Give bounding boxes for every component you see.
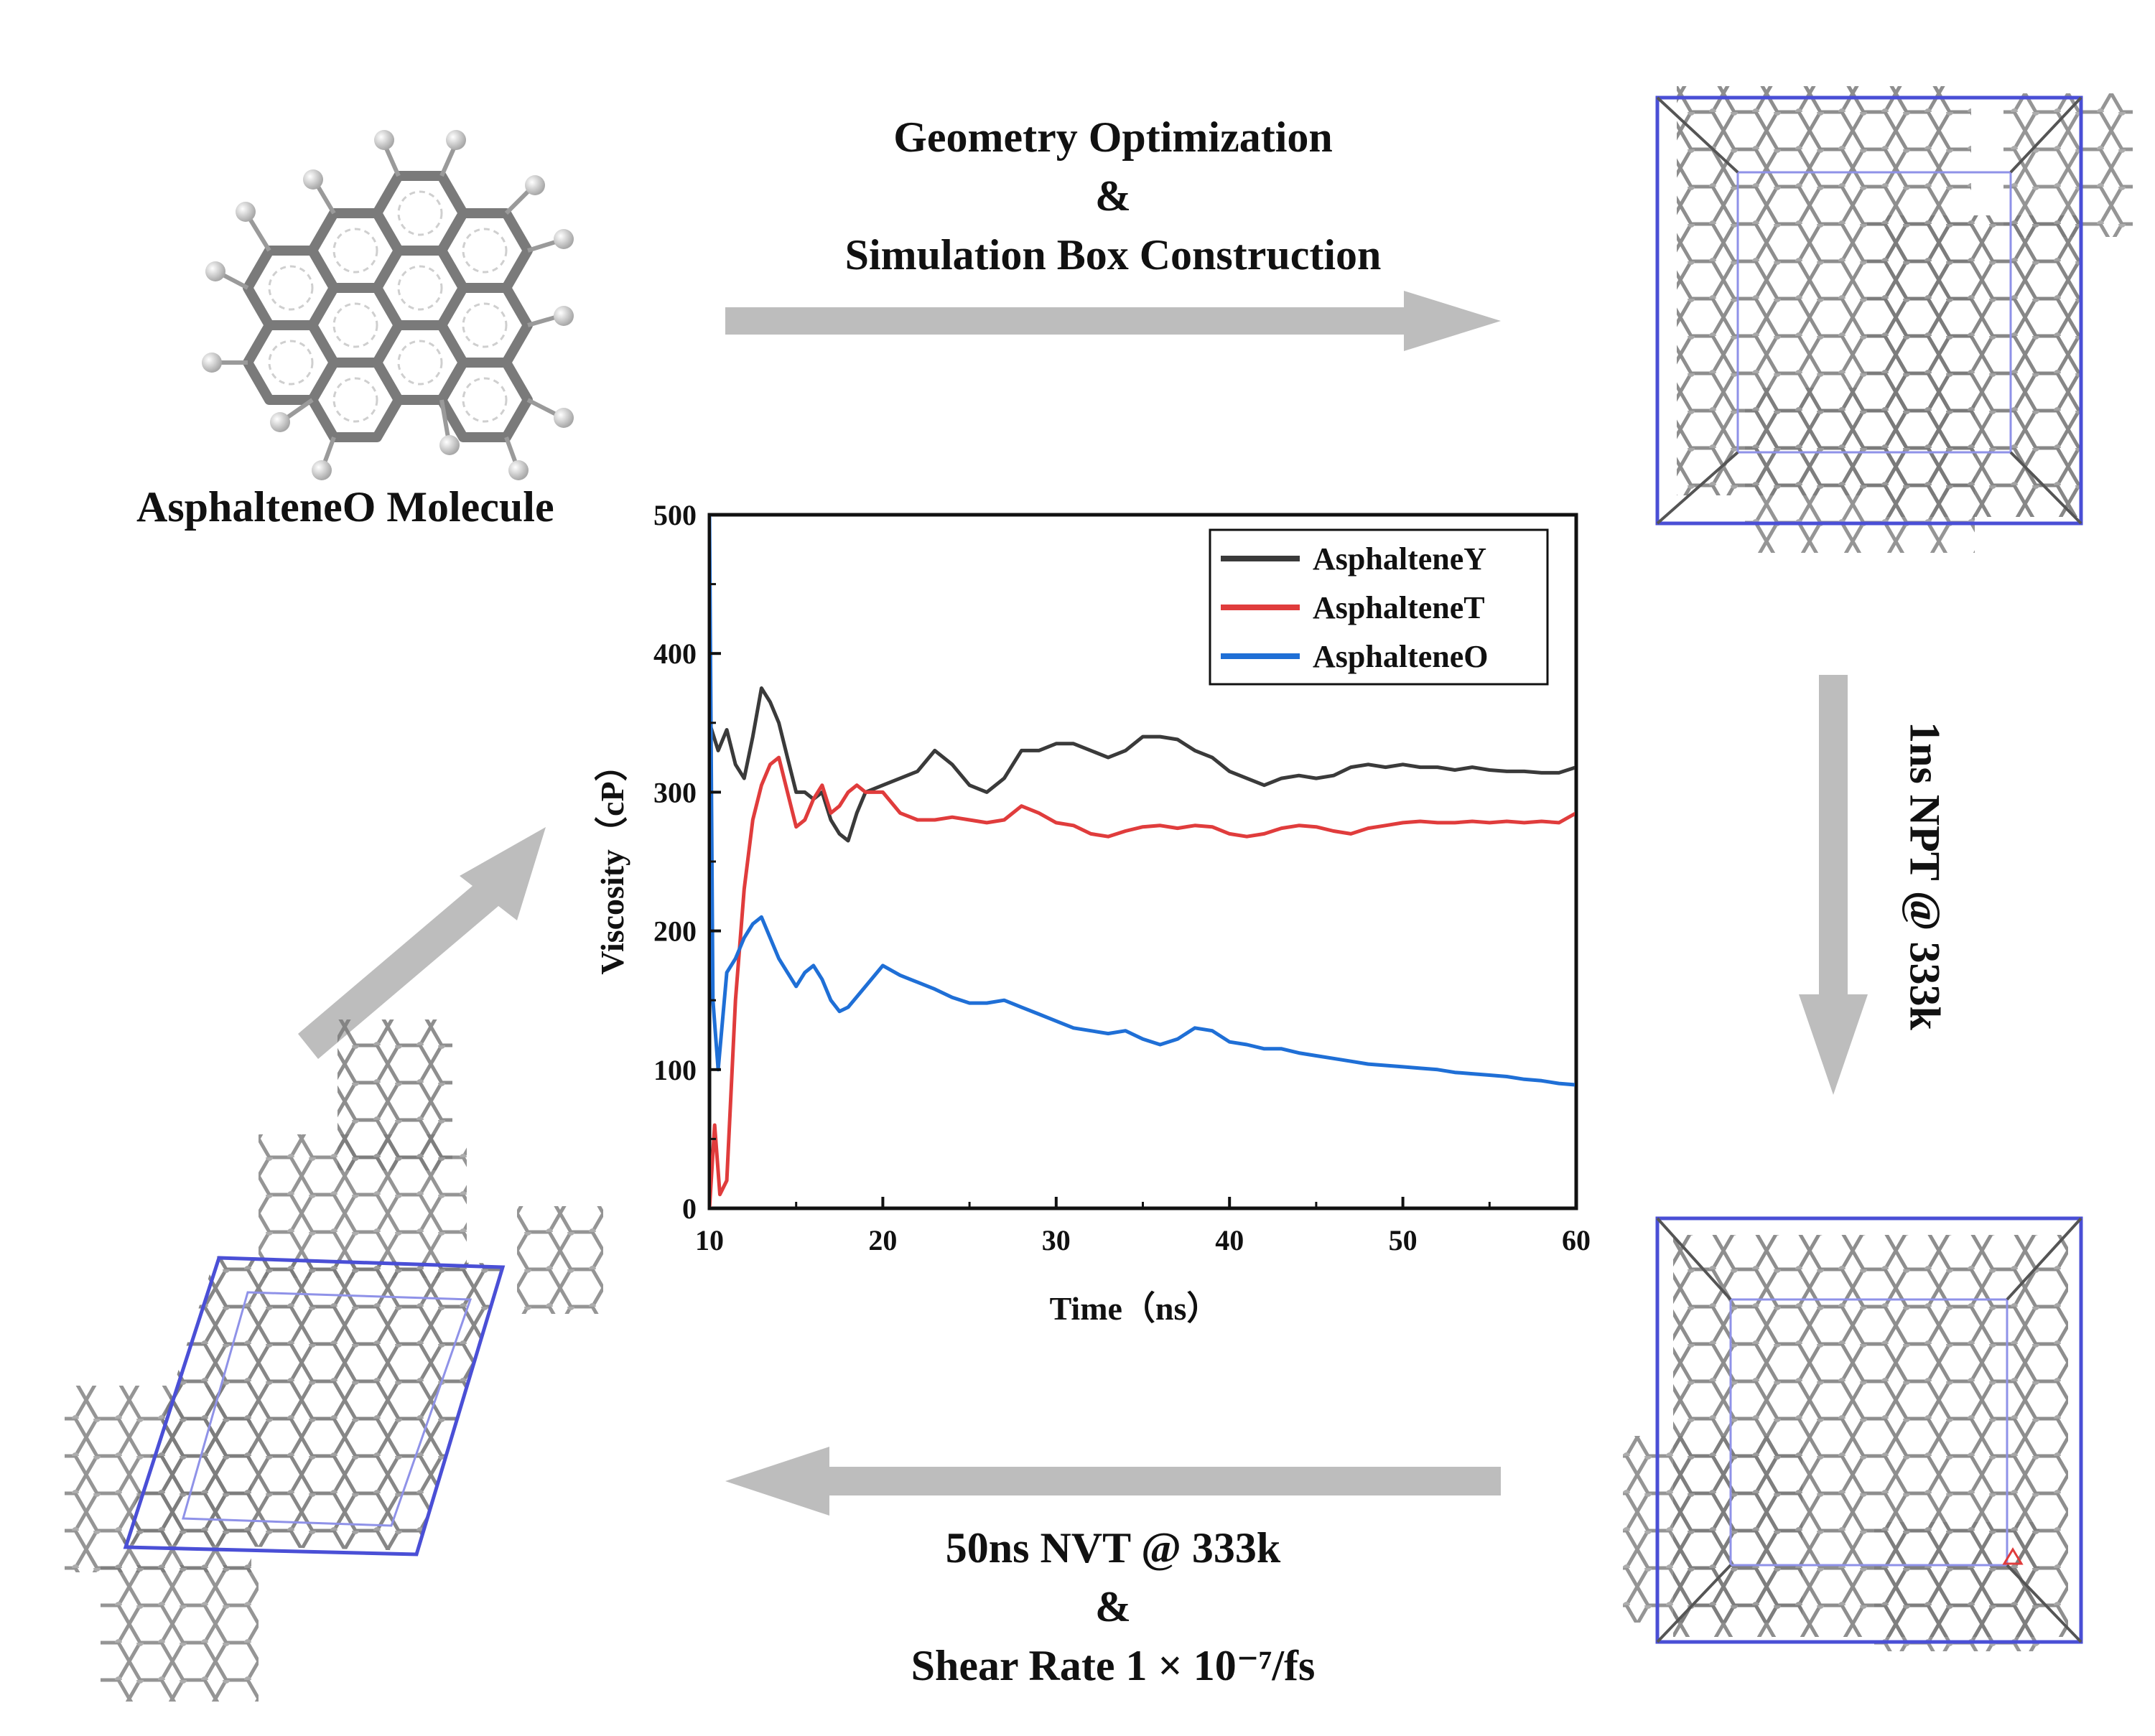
- bottom-arrow-line-2: &: [1095, 1583, 1131, 1630]
- x-tick-label: 20: [868, 1224, 897, 1256]
- y-tick-label: 400: [653, 638, 697, 670]
- y-tick-label: 100: [653, 1054, 697, 1086]
- x-tick-label: 10: [695, 1224, 724, 1256]
- arrow-top-right: [725, 291, 1501, 351]
- bottom-arrow-line-1: 50ns NVT @ 333k: [945, 1524, 1281, 1572]
- series-line-AsphalteneO: [711, 516, 1575, 1087]
- bottom-arrow-line-3: Shear Rate 1 × 10⁻⁷/fs: [911, 1642, 1316, 1689]
- series-line-AsphalteneY: [711, 686, 1575, 843]
- simulation-box-sheared: [65, 1019, 603, 1702]
- arrow-bottom-left: [725, 1447, 1501, 1516]
- arrow-right-down: [1799, 675, 1868, 1095]
- x-axis-label: Time（ns）: [1050, 1290, 1220, 1327]
- x-tick-label: 60: [1562, 1224, 1591, 1256]
- legend-label-AsphalteneY: AsphalteneY: [1313, 541, 1486, 577]
- top-arrow-line-1: Geometry Optimization: [893, 113, 1333, 161]
- y-tick-label: 300: [653, 776, 697, 808]
- simulation-box-equilibrated: [1623, 1216, 2083, 1651]
- top-arrow-label: Geometry Optimization & Simulation Box C…: [718, 108, 1508, 284]
- molecule-caption: AsphalteneO Molecule: [136, 483, 554, 531]
- y-tick-label: 200: [653, 915, 697, 948]
- y-tick-label: 500: [653, 499, 697, 531]
- arrow-left-up: [298, 827, 546, 1059]
- legend-label-AsphalteneT: AsphalteneT: [1313, 590, 1485, 625]
- x-tick-label: 30: [1042, 1224, 1071, 1256]
- bottom-arrow-label: 50ns NVT @ 333k & Shear Rate 1 × 10⁻⁷/fs: [754, 1518, 1472, 1695]
- legend-label-AsphalteneO: AsphalteneO: [1313, 639, 1488, 674]
- series-layer: [711, 516, 1575, 1207]
- x-axis-ticks: 10 20 30 40 50 60: [695, 1197, 1591, 1256]
- viscosity-chart: 0 100 200 300 400 500 10 20 30 40 50 60 Time（ns） V…: [594, 499, 1591, 1327]
- molecule-single: [202, 130, 574, 480]
- series-line-AsphalteneT: [711, 755, 1575, 1207]
- right-arrow-text: 1ns NPT @ 333k: [1901, 722, 1949, 1030]
- x-tick-label: 40: [1215, 1224, 1244, 1256]
- y-axis-label: Viscosity（cP）: [594, 748, 630, 974]
- legend: AsphalteneY AsphalteneT AsphalteneO: [1209, 528, 1549, 686]
- x-tick-label: 50: [1389, 1224, 1418, 1256]
- y-tick-label: 0: [682, 1193, 697, 1225]
- right-arrow-label: 1ns NPT @ 333k: [1874, 689, 1975, 1063]
- y-axis-ticks: 0 100 200 300 400 500: [653, 499, 721, 1225]
- top-arrow-line-3: Simulation Box Construction: [844, 231, 1382, 279]
- top-arrow-line-2: &: [1095, 172, 1131, 220]
- simulation-box-initial: [1655, 86, 2133, 553]
